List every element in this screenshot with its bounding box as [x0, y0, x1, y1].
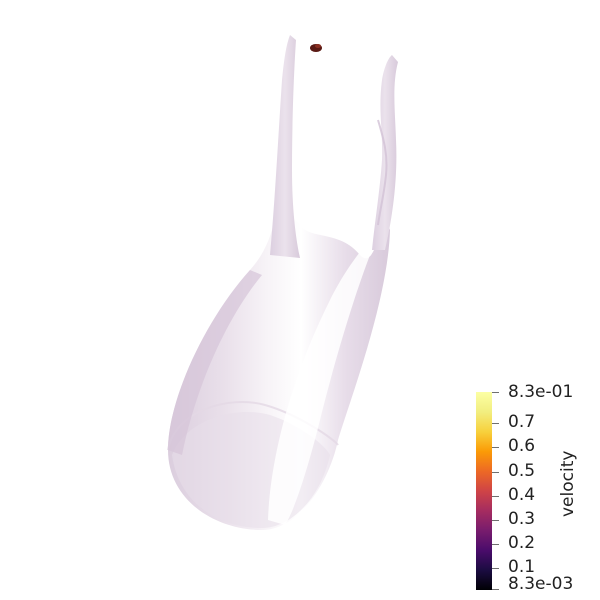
left-upper-strip: [270, 35, 300, 258]
colorbar-tick-label: 0.5: [508, 461, 536, 481]
colorbar-tick-label: 0.1: [508, 557, 536, 577]
colorbar-label-min: 8.3e-03: [508, 574, 574, 594]
colorbar-tick-label: 0.3: [508, 509, 536, 529]
colorbar-tick-max: [492, 392, 499, 393]
colorbar-tick: [492, 544, 499, 545]
particle-highlight: [315, 44, 321, 48]
colorbar-tick: [492, 568, 499, 569]
colorbar-tick-min: [492, 589, 499, 590]
colorbar-tick-label: 0.4: [508, 485, 536, 505]
colorbar-tick: [492, 496, 499, 497]
colorbar-tick: [492, 520, 499, 521]
velocity-colorbar: 8.3e-01 0.7 0.6 0.5 0.4 0.3 0.2 0.1 8.3e-03 ve…: [474, 383, 594, 598]
colorbar-tick-label: 0.7: [508, 412, 536, 432]
colorbar-tick: [492, 423, 499, 424]
right-strip-fold: [377, 119, 388, 226]
colorbar-tick-label: 0.2: [508, 533, 536, 553]
colorbar-tick-label: 0.6: [508, 436, 536, 456]
colorbar-gradient: [476, 392, 492, 590]
colorbar-tick: [492, 472, 499, 473]
tube-highlight: [268, 245, 372, 525]
tube-left-shade: [168, 270, 262, 455]
colorbar-label-max: 8.3e-01: [508, 382, 574, 402]
colorbar-title: velocity: [558, 450, 578, 517]
colorbar-tick: [492, 447, 499, 448]
